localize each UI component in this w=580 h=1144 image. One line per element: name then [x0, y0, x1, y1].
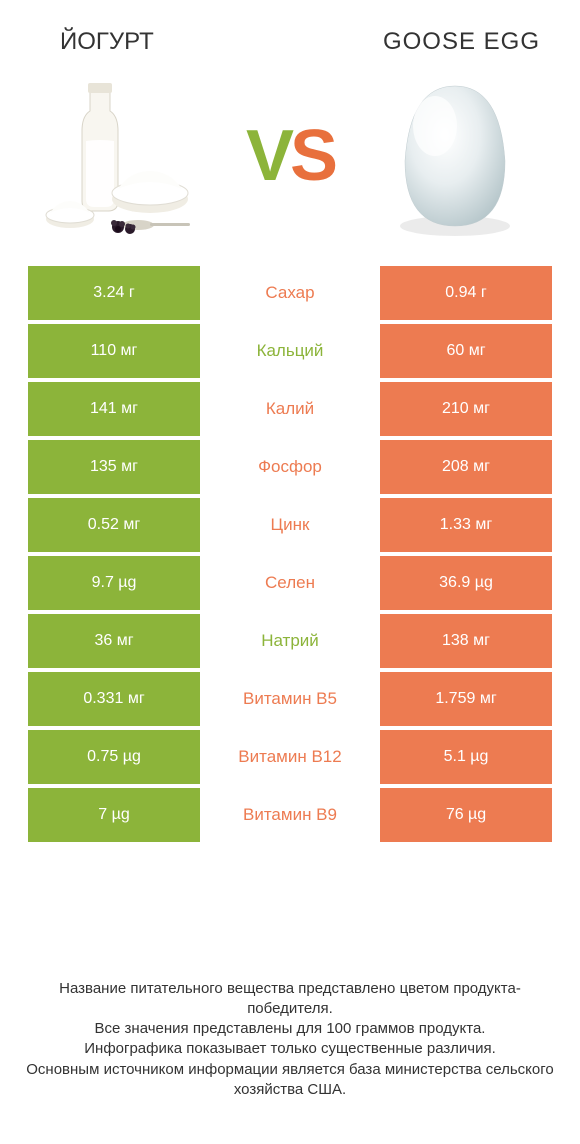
footer-line2: Все значения представлены для 100 граммо…	[24, 1019, 556, 1039]
value-right: 0.94 г	[380, 266, 552, 320]
value-right: 210 мг	[380, 382, 552, 436]
vs-label: VS	[246, 115, 334, 197]
table-row: 9.7 µgСелен36.9 µg	[28, 556, 552, 610]
value-left: 141 мг	[28, 382, 200, 436]
table-row: 0.331 мгВитамин B51.759 мг	[28, 672, 552, 726]
footer-text: Название питательного вещества представл…	[0, 979, 580, 1101]
value-left: 36 мг	[28, 614, 200, 668]
comparison-table: 3.24 гСахар0.94 г110 мгКальций60 мг141 м…	[0, 266, 580, 842]
value-left: 135 мг	[28, 440, 200, 494]
value-right: 76 µg	[380, 788, 552, 842]
value-left: 7 µg	[28, 788, 200, 842]
nutrient-label: Сахар	[200, 266, 380, 320]
vs-v: V	[246, 116, 290, 196]
table-row: 0.52 мгЦинк1.33 мг	[28, 498, 552, 552]
vs-s: S	[290, 116, 334, 196]
value-left: 0.331 мг	[28, 672, 200, 726]
title-right: GOOSE EGG	[383, 28, 540, 56]
image-row: VS	[0, 56, 580, 266]
value-left: 3.24 г	[28, 266, 200, 320]
table-row: 135 мгФосфор208 мг	[28, 440, 552, 494]
nutrient-label: Кальций	[200, 324, 380, 378]
nutrient-label: Фосфор	[200, 440, 380, 494]
table-row: 7 µgВитамин B976 µg	[28, 788, 552, 842]
nutrient-label: Витамин B12	[200, 730, 380, 784]
value-left: 110 мг	[28, 324, 200, 378]
nutrient-label: Калий	[200, 382, 380, 436]
table-row: 141 мгКалий210 мг	[28, 382, 552, 436]
value-left: 0.75 µg	[28, 730, 200, 784]
nutrient-label: Витамин B5	[200, 672, 380, 726]
nutrient-label: Натрий	[200, 614, 380, 668]
footer-line3: Инфографика показывает только существенн…	[24, 1039, 556, 1059]
header: ЙОГУРТ GOOSE EGG	[0, 0, 580, 56]
table-row: 36 мгНатрий138 мг	[28, 614, 552, 668]
value-right: 1.759 мг	[380, 672, 552, 726]
nutrient-label: Витамин B9	[200, 788, 380, 842]
value-right: 138 мг	[380, 614, 552, 668]
value-left: 0.52 мг	[28, 498, 200, 552]
nutrient-label: Цинк	[200, 498, 380, 552]
value-right: 36.9 µg	[380, 556, 552, 610]
table-row: 0.75 µgВитамин B125.1 µg	[28, 730, 552, 784]
table-row: 3.24 гСахар0.94 г	[28, 266, 552, 320]
value-left: 9.7 µg	[28, 556, 200, 610]
value-right: 5.1 µg	[380, 730, 552, 784]
value-right: 208 мг	[380, 440, 552, 494]
title-left: ЙОГУРТ	[60, 28, 154, 56]
value-right: 1.33 мг	[380, 498, 552, 552]
footer-line4: Основным источником информации является …	[24, 1060, 556, 1101]
yogurt-image	[40, 71, 210, 241]
nutrient-label: Селен	[200, 556, 380, 610]
table-row: 110 мгКальций60 мг	[28, 324, 552, 378]
footer-line1: Название питательного вещества представл…	[24, 979, 556, 1020]
egg-image	[370, 71, 540, 241]
value-right: 60 мг	[380, 324, 552, 378]
